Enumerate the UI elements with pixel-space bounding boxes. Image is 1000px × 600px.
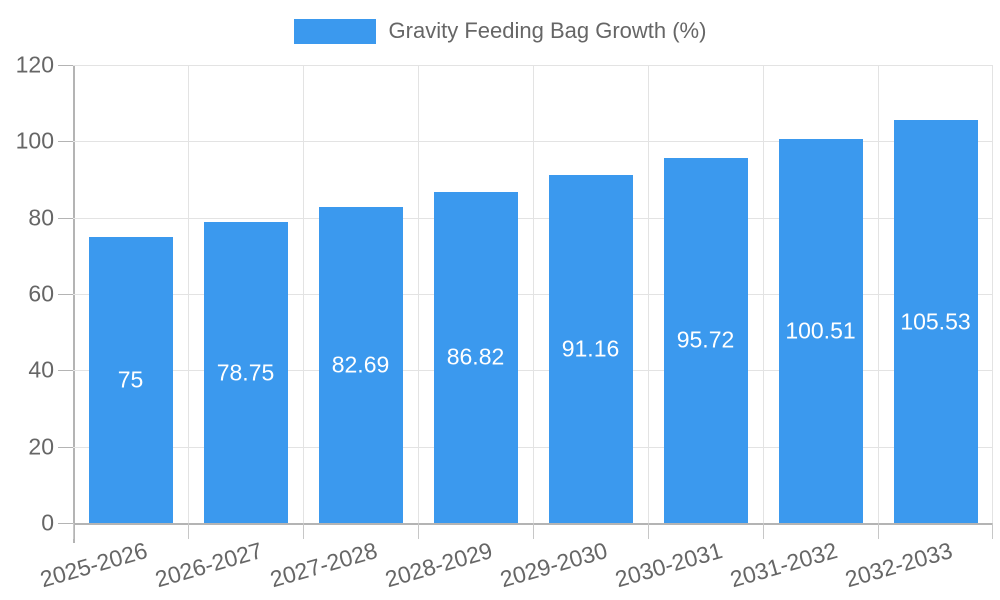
bar-value-label: 95.72 <box>676 326 735 353</box>
gridline-vertical <box>303 65 304 523</box>
x-axis-tick <box>533 523 534 539</box>
bar[interactable]: 91.16 <box>548 175 633 523</box>
legend-item[interactable]: Gravity Feeding Bag Growth (%) <box>0 18 1000 44</box>
x-axis-tick <box>878 523 879 539</box>
bar-value-label: 82.69 <box>331 351 390 378</box>
x-axis-tick <box>648 523 649 539</box>
bar-value-label: 100.51 <box>785 317 856 344</box>
x-axis-tick <box>992 523 993 539</box>
y-axis-tick <box>58 217 73 219</box>
y-axis-tick <box>58 294 73 295</box>
y-axis-line <box>73 65 75 543</box>
y-axis-tick <box>58 65 73 66</box>
y-axis-label: 100 <box>15 127 54 154</box>
x-axis-tick <box>418 523 419 539</box>
x-axis-tick <box>763 523 764 539</box>
gridline-vertical <box>418 65 419 523</box>
x-axis-label: 2031-2032 <box>726 537 840 593</box>
legend-label: Gravity Feeding Bag Growth (%) <box>388 18 707 43</box>
x-axis-tick <box>188 523 189 539</box>
gridline-vertical <box>878 65 879 523</box>
gridline-vertical <box>992 65 993 523</box>
bar-value-label: 78.75 <box>216 359 275 386</box>
y-axis-label: 0 <box>41 509 54 536</box>
gridline-vertical <box>533 65 534 523</box>
y-axis-label: 40 <box>28 356 54 383</box>
bar-value-label: 91.16 <box>561 335 620 362</box>
x-axis-label: 2030-2031 <box>611 537 725 593</box>
y-axis-label: 60 <box>28 280 54 307</box>
bar[interactable]: 100.51 <box>778 139 863 523</box>
y-axis-tick <box>58 446 73 448</box>
bar[interactable]: 105.53 <box>893 120 978 523</box>
bar-value-label: 86.82 <box>446 343 505 370</box>
x-axis-label: 2026-2027 <box>151 537 265 593</box>
y-axis-tick <box>58 523 73 524</box>
bar[interactable]: 95.72 <box>663 157 748 523</box>
gridline-vertical <box>763 65 764 523</box>
bar[interactable]: 82.69 <box>318 207 403 523</box>
bar[interactable]: 86.82 <box>433 191 518 523</box>
x-axis-tick <box>73 523 74 539</box>
y-axis-tick <box>58 370 73 372</box>
bar-value-label: 75 <box>117 366 144 393</box>
y-axis-label: 20 <box>28 433 54 460</box>
x-axis-label: 2025-2026 <box>36 537 150 593</box>
x-axis-label: 2029-2030 <box>496 537 610 593</box>
x-axis-label: 2028-2029 <box>381 537 495 593</box>
bar-value-label: 105.53 <box>900 308 971 335</box>
y-axis-tick <box>58 141 73 143</box>
gridline-vertical <box>648 65 649 523</box>
y-axis-label: 120 <box>15 51 54 78</box>
gridline-vertical <box>188 65 189 523</box>
x-axis-label: 2027-2028 <box>266 537 380 593</box>
plot-area: 0 20 40 60 80 100 120 75 78.75 82.69 86.82 91.16 95.… <box>16 52 993 592</box>
y-axis-label: 80 <box>28 204 54 231</box>
x-axis-tick <box>303 523 304 539</box>
bar[interactable]: 75 <box>88 236 173 523</box>
x-axis-label: 2032-2033 <box>841 537 955 593</box>
bar[interactable]: 78.75 <box>203 222 288 523</box>
legend-swatch-icon <box>293 18 376 44</box>
